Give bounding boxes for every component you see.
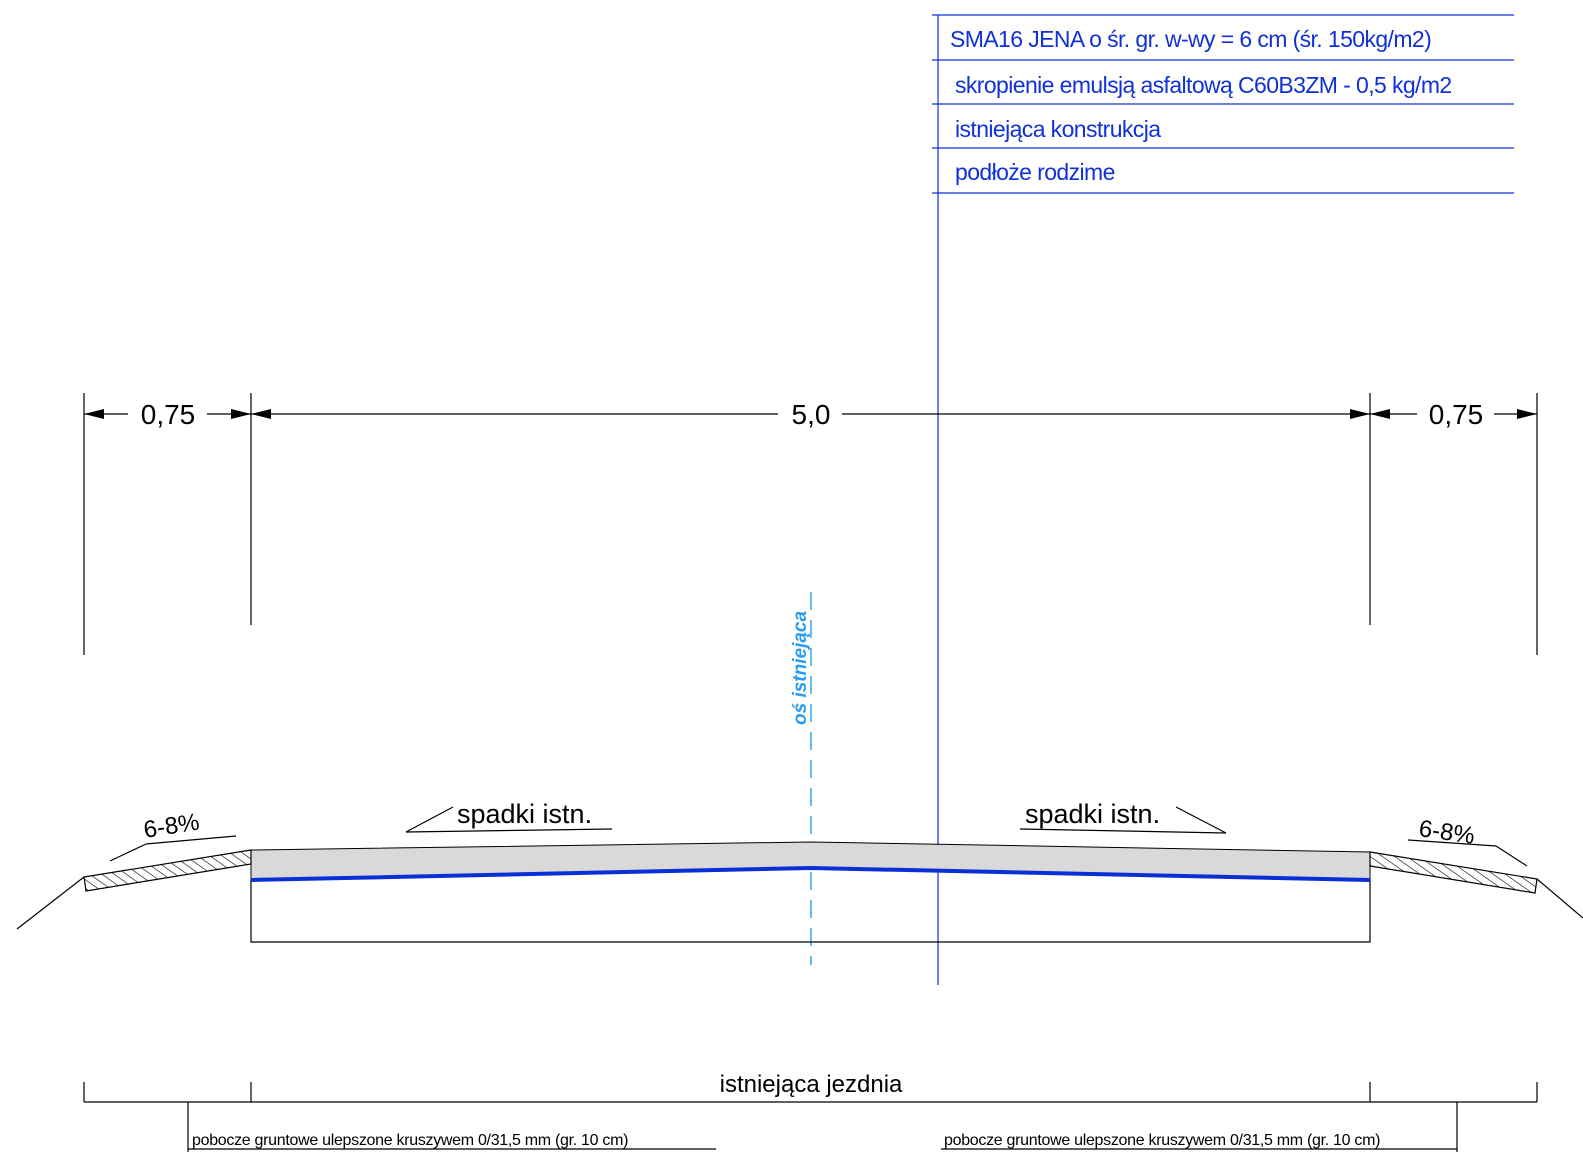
- layer-legend: SMA16 JENA o śr. gr. w-wy = 6 cm (śr. 15…: [932, 14, 1514, 985]
- dim-shoulder-left: 0,75: [141, 399, 196, 430]
- dim-carriageway: 5,0: [792, 399, 831, 430]
- shoulder-left-label: pobocze gruntowe ulepszone kruszywem 0/3…: [192, 1132, 628, 1149]
- layer-label-sma: SMA16 JENA o śr. gr. w-wy = 6 cm (śr. 15…: [950, 26, 1431, 52]
- axis-label: oś istniejąca: [790, 611, 811, 725]
- shoulder-right-label: pobocze gruntowe ulepszone kruszywem 0/3…: [944, 1132, 1380, 1149]
- slope-right-shoulder: 6-8%: [1417, 815, 1476, 850]
- top-dimension: 0,75 5,0 0,75: [83, 393, 1538, 655]
- dim-shoulder-right: 0,75: [1429, 399, 1484, 430]
- right-shoulder: [1369, 851, 1583, 919]
- road-body: [250, 841, 1371, 943]
- left-shoulder: [16, 849, 252, 930]
- emulsion-line: [250, 865, 1371, 882]
- existing-structure-outline: [250, 880, 1371, 943]
- layer-label-existing-structure: istniejąca konstrukcja: [955, 116, 1161, 142]
- bottom-dimension: istniejąca jezdnia pobocze gruntowe ulep…: [83, 1071, 1538, 1152]
- slope-right-road: spadki istn.: [1025, 799, 1160, 829]
- slope-left-road: spadki istn.: [457, 799, 592, 829]
- carriageway-label: istniejąca jezdnia: [720, 1071, 903, 1098]
- existing-axis: oś istniejąca: [790, 592, 812, 965]
- layer-label-emulsion: skropienie emulsją asfaltową C60B3ZM - 0…: [955, 72, 1452, 98]
- slope-left-shoulder: 6-8%: [142, 808, 202, 843]
- layer-label-subgrade: podłoże rodzime: [955, 159, 1115, 185]
